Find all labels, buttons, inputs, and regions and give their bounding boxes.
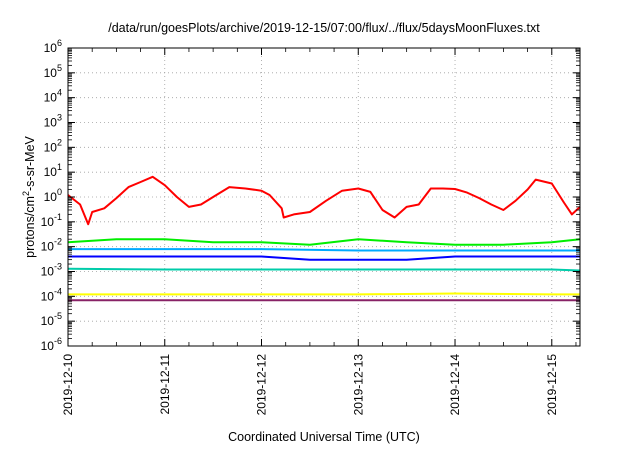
series-line xyxy=(67,175,581,226)
y-tick-label-exp: 1 xyxy=(57,162,62,172)
y-tick-label-base: 10 xyxy=(44,140,58,154)
grid xyxy=(68,48,580,346)
y-tick-label-base: 10 xyxy=(44,165,58,179)
y-tick-label-base: 10 xyxy=(41,339,55,353)
y-tick-label: 106 xyxy=(44,38,62,55)
y-tick-label-base: 10 xyxy=(41,240,55,254)
y-tick-label: 104 xyxy=(44,88,62,105)
x-tick-label: 2019-12-10 xyxy=(61,354,75,416)
y-tick-label-base: 10 xyxy=(44,66,58,80)
y-tick-label: 10-2 xyxy=(41,237,62,254)
y-tick-label-base: 10 xyxy=(41,265,55,279)
series-line xyxy=(67,267,581,272)
y-tick-label-exp: -4 xyxy=(54,286,62,296)
x-tick-label: 2019-12-14 xyxy=(448,354,462,416)
plot-frame xyxy=(67,47,581,347)
x-axis: 2019-12-10 2019-12-11 2019-12-12 2019-12-13… xyxy=(61,48,577,416)
y-tick-label-exp: -5 xyxy=(54,311,62,321)
y-tick-label: 10-6 xyxy=(41,336,62,353)
y-tick-label-exp: 4 xyxy=(57,88,62,98)
y-tick-label-exp: -1 xyxy=(54,212,62,222)
y-tick-label-base: 10 xyxy=(44,91,58,105)
y-tick-label: 101 xyxy=(44,162,62,179)
y-tick-label: 10-5 xyxy=(41,311,62,328)
y-tick-label-base: 10 xyxy=(41,289,55,303)
y-tick-label-base: 10 xyxy=(44,190,58,204)
y-tick-label-exp: 0 xyxy=(57,187,62,197)
y-tick-label: 105 xyxy=(44,63,62,80)
y-tick-label-base: 10 xyxy=(44,116,58,130)
x-axis-label: Coordinated Universal Time (UTC) xyxy=(228,430,420,444)
y-tick-label: 102 xyxy=(44,137,62,154)
series-line xyxy=(68,255,580,261)
y-tick-label: 10-4 xyxy=(41,286,62,303)
y-tick-label-exp: -3 xyxy=(54,262,62,272)
series-line xyxy=(68,248,580,252)
y-axis-label-sup: 2 xyxy=(21,191,31,196)
y-axis: 10610510410310210110010-110-210-310-410-… xyxy=(41,38,580,353)
x-tick-label: 2019-12-15 xyxy=(545,354,559,416)
y-tick-label-exp: 6 xyxy=(57,38,62,48)
x-tick-label: 2019-12-11 xyxy=(158,354,172,415)
series-line xyxy=(68,292,580,296)
y-axis-label-prefix: protons/cm xyxy=(23,196,37,258)
x-tick-label: 2019-12-13 xyxy=(351,354,365,416)
y-tick-label: 100 xyxy=(44,187,62,204)
y-axis-label-suffix: -s-sr-MeV xyxy=(23,135,37,191)
series-layer xyxy=(67,175,581,302)
y-tick-label-base: 10 xyxy=(41,215,55,229)
y-tick-label-exp: 3 xyxy=(57,113,62,123)
x-tick-label: 2019-12-12 xyxy=(255,354,269,416)
y-tick-label-base: 10 xyxy=(41,314,55,328)
chart-title: /data/run/goesPlots/archive/2019-12-15/0… xyxy=(108,21,540,35)
series-line xyxy=(67,238,581,246)
y-axis-label: protons/cm2-s-sr-MeV xyxy=(21,135,37,257)
y-tick-label-base: 10 xyxy=(44,41,58,55)
y-tick-label: 10-1 xyxy=(41,212,62,229)
y-tick-label-exp: -2 xyxy=(54,237,62,247)
y-tick-label-exp: 5 xyxy=(57,63,62,73)
y-tick-label-exp: -6 xyxy=(54,336,62,346)
y-tick-label: 10-3 xyxy=(41,262,62,279)
y-tick-label-exp: 2 xyxy=(57,137,62,147)
y-tick-label: 103 xyxy=(44,113,62,130)
